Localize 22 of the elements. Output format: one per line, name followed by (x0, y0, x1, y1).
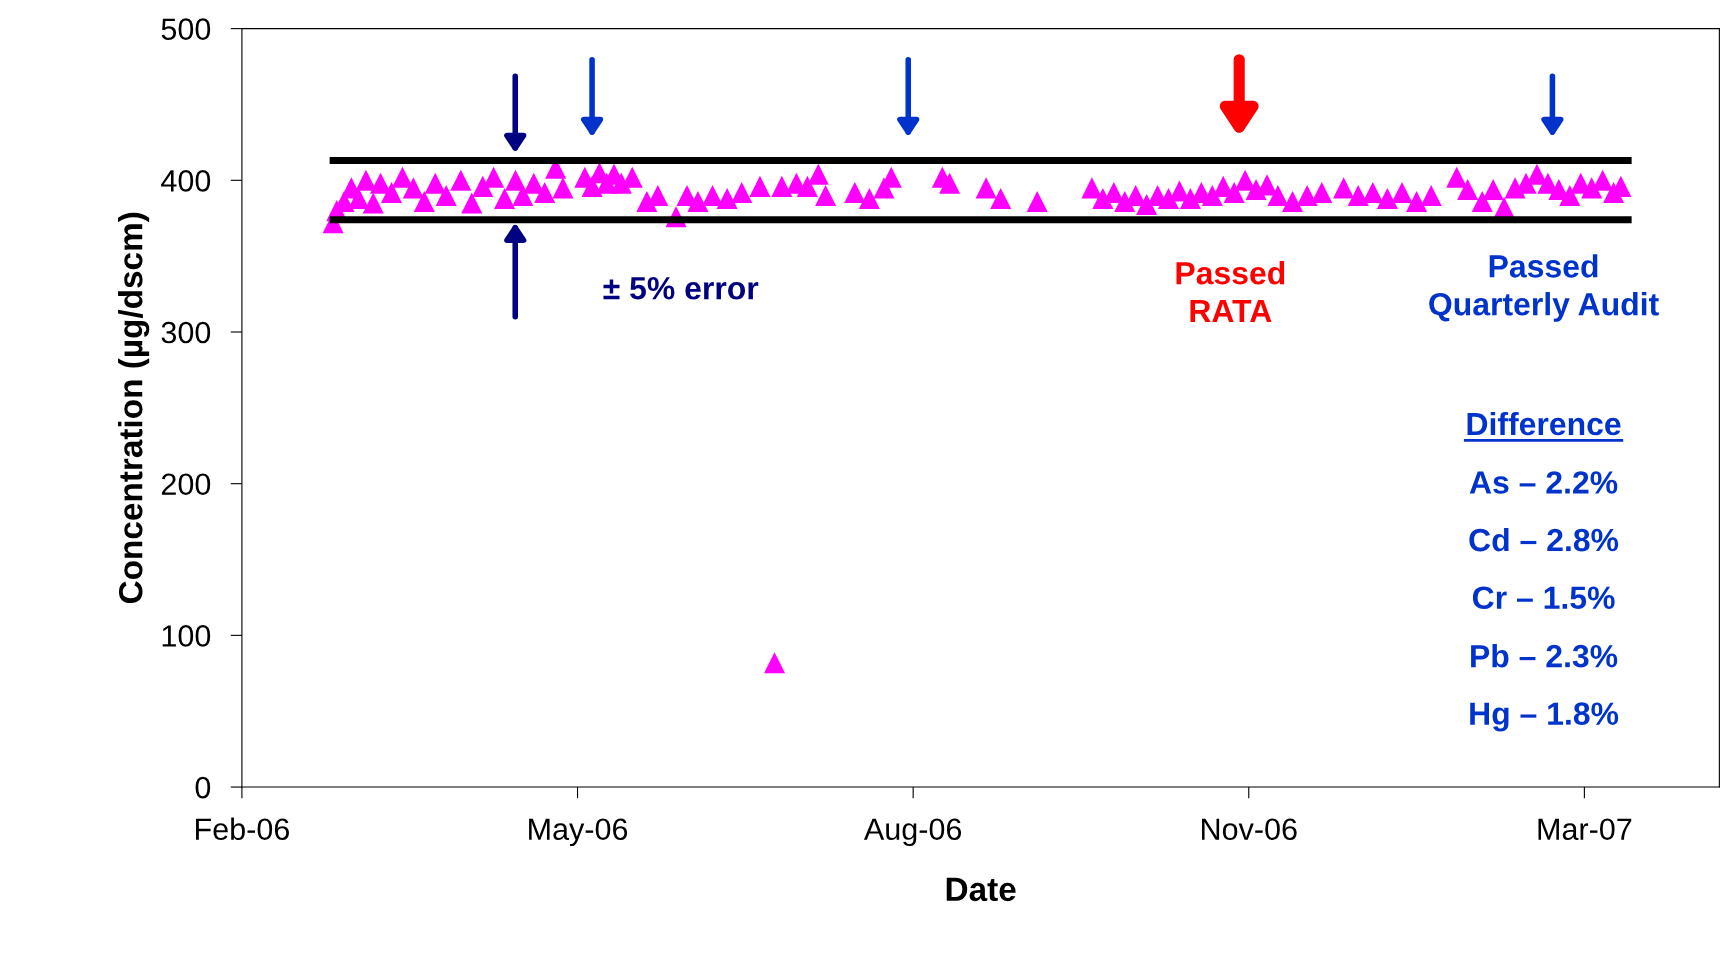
annotation: Passed Quarterly Audit (1429, 254, 1659, 322)
x-tick-label: Aug-06 (863, 818, 962, 847)
annotation: Passed RATA (1176, 261, 1285, 323)
annotation: Hg – 1.8% (1470, 702, 1619, 732)
y-axis-title: Concentration (µg/dscm) (118, 212, 150, 604)
y-tick-label: 500 (161, 18, 211, 40)
x-axis-title: Date (946, 877, 1016, 902)
x-tick-label: Mar-07 (1538, 818, 1632, 841)
y-tick-label: 100 (162, 625, 211, 647)
annotation: Pb – 2.3% (1471, 643, 1618, 668)
x-tick-label: Feb-06 (196, 817, 289, 841)
annotation: ± 5% error (603, 277, 759, 300)
annotation: Cr – 1.5% (1472, 586, 1615, 610)
x-tick-label: Nov-06 (1202, 818, 1297, 841)
y-tick-label: 300 (161, 321, 211, 344)
y-tick-label: 200 (161, 473, 211, 496)
annotation: As – 2.2% (1469, 471, 1618, 494)
x-tick-label: May-06 (529, 818, 628, 847)
y-tick-label: 400 (161, 170, 211, 192)
annotation: Cd – 2.8% (1469, 527, 1619, 552)
annotation: Difference (1467, 411, 1621, 436)
y-tick-label: 0 (195, 776, 211, 799)
